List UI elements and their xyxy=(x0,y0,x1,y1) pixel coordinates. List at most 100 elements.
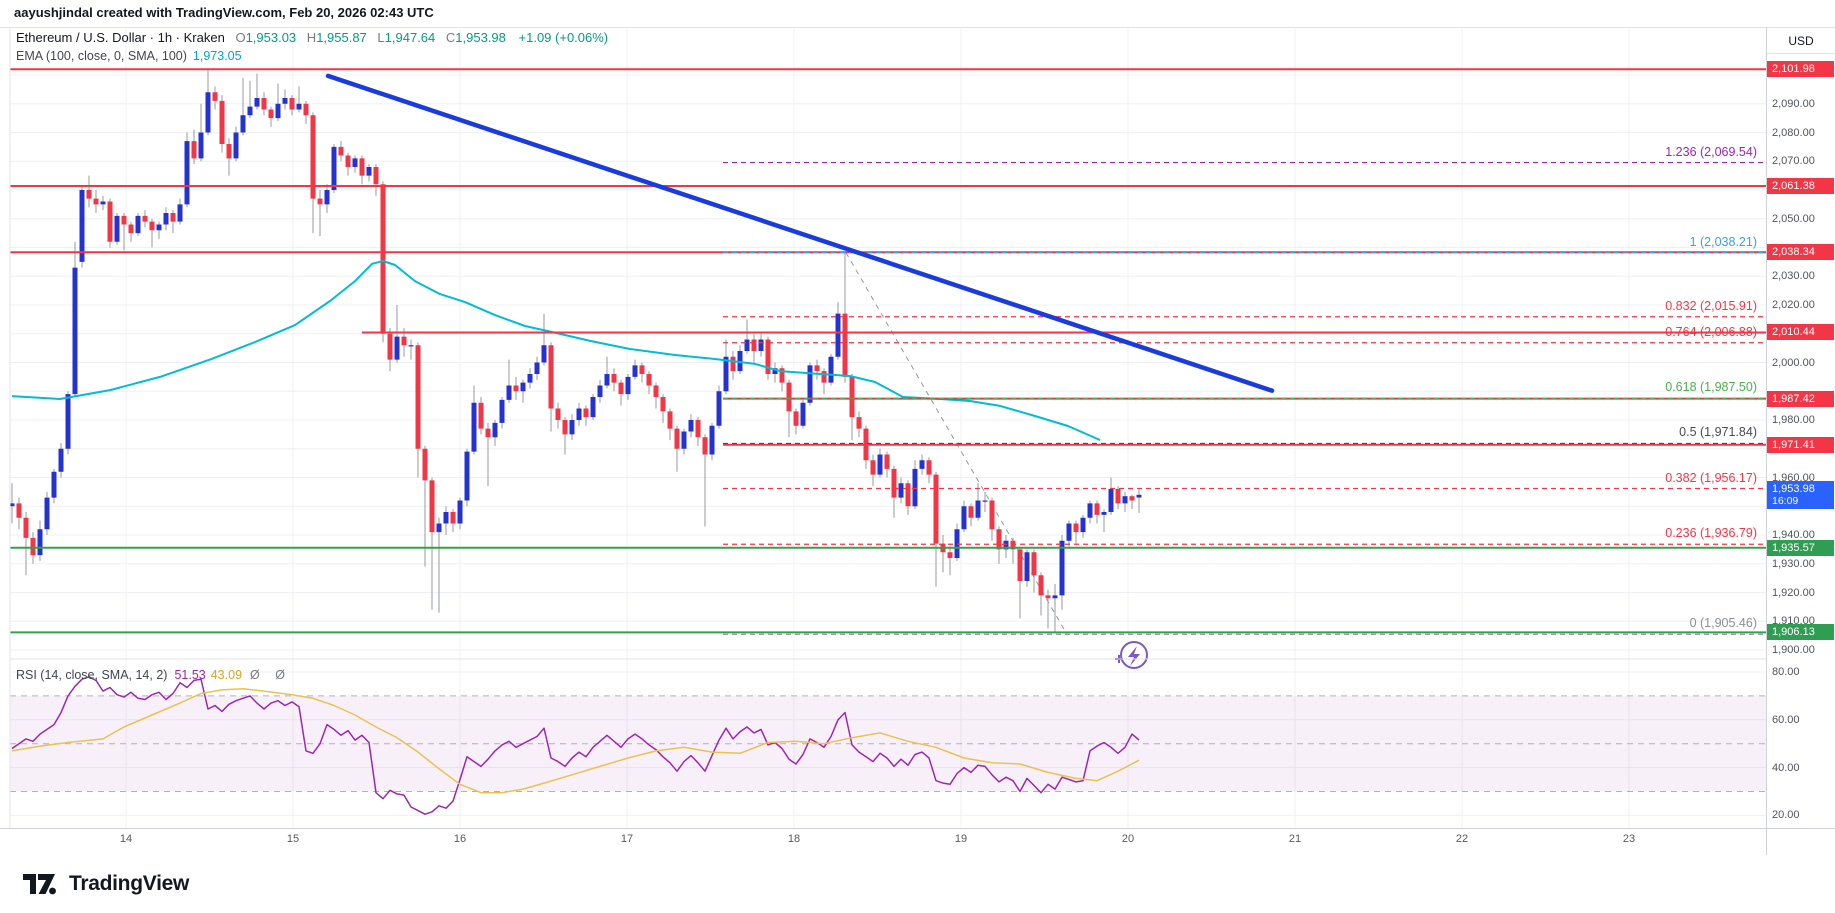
high-value: 1,955.87 xyxy=(316,30,367,45)
open-key: O xyxy=(235,30,246,45)
fib-level-label: 0.5 (1,971.84) xyxy=(1679,425,1757,440)
candle-down xyxy=(478,402,484,429)
price-tick-label: 1,960.00 xyxy=(1772,471,1815,484)
candle-up xyxy=(464,451,470,501)
candle-down xyxy=(268,109,274,119)
candle-up xyxy=(576,408,582,420)
candle-down xyxy=(226,144,232,159)
level-price-badge: 1,971.41 xyxy=(1767,436,1834,453)
candle-up xyxy=(177,204,183,222)
candle-up xyxy=(961,506,967,530)
rsi-value: 51.53 xyxy=(174,668,206,682)
rsi-band xyxy=(10,695,1766,792)
candle-up xyxy=(44,497,50,530)
rsi-ma-value: 43.09 xyxy=(210,668,243,682)
candle-down xyxy=(989,500,995,530)
candle-up xyxy=(233,132,239,159)
candle-down xyxy=(1017,549,1023,581)
price-tick-label: 2,090.00 xyxy=(1772,97,1815,110)
candle-down xyxy=(1031,552,1037,576)
fib-level-label: 1.236 (2,069.54) xyxy=(1665,144,1757,159)
candle-up xyxy=(282,98,288,104)
candle-up xyxy=(681,431,687,449)
candle-down xyxy=(345,155,351,167)
change-value: +1.09 (+0.06%) xyxy=(518,30,609,45)
symbol-legend[interactable]: Ethereum / U.S. Dollar · 1h · Kraken O 1,… xyxy=(16,30,608,45)
candle-down xyxy=(338,146,344,156)
tradingview-logo[interactable]: TradingView xyxy=(22,870,189,898)
candle-down xyxy=(128,224,134,234)
time-axis[interactable] xyxy=(0,828,1835,855)
price-tick-label: 2,050.00 xyxy=(1772,212,1815,225)
candle-down xyxy=(996,529,1002,550)
candle-down xyxy=(429,480,435,533)
rsi-legend[interactable]: RSI (14, close, SMA, 14, 2) 51.53 43.09 Ø Ø xyxy=(16,668,291,682)
price-tick-label: 1,900.00 xyxy=(1772,644,1815,656)
candle-up xyxy=(604,374,610,386)
candle-down xyxy=(401,336,407,346)
close-value: 1,953.98 xyxy=(455,30,506,45)
candle-up xyxy=(828,356,834,383)
candle-up xyxy=(394,336,400,360)
candle-down xyxy=(660,397,666,412)
price-tick-label: 2,070.00 xyxy=(1772,155,1815,168)
candle-up xyxy=(100,201,106,205)
candle-down xyxy=(219,100,225,144)
candle-down xyxy=(667,411,673,429)
candle-up xyxy=(65,394,71,449)
candle-down xyxy=(415,345,421,449)
candle-up xyxy=(240,115,246,133)
candle-up xyxy=(1066,523,1072,541)
time-tick-label: 16 xyxy=(453,833,467,845)
rsi-ma-line xyxy=(11,687,1140,794)
candle-down xyxy=(93,198,99,205)
countdown-timer: 16:09 xyxy=(1772,494,1799,507)
candle-down xyxy=(212,92,218,101)
candle-up xyxy=(520,382,526,392)
candle-up xyxy=(632,365,638,377)
candle-down xyxy=(359,158,365,176)
candle-up xyxy=(912,468,918,507)
candle-up xyxy=(597,385,603,397)
fib-baseline-diagonal xyxy=(845,252,1068,635)
lightning-icon[interactable] xyxy=(1115,641,1148,669)
candle-up xyxy=(982,500,988,502)
candle-up xyxy=(114,215,120,242)
candle-up xyxy=(527,374,533,383)
high-key: H xyxy=(306,30,317,45)
price-tick-label: 1,980.00 xyxy=(1772,414,1815,426)
candle-down xyxy=(422,448,428,481)
candle-up xyxy=(625,376,631,395)
symbol-title[interactable]: Ethereum / U.S. Dollar · 1h · Kraken xyxy=(16,30,225,45)
candle-down xyxy=(947,552,953,558)
candle-down xyxy=(653,385,659,397)
candlestick-series xyxy=(9,69,1142,633)
tradingview-logo-text: TradingView xyxy=(69,872,190,895)
price-axis[interactable] xyxy=(1766,27,1835,855)
candle-down xyxy=(548,345,554,409)
candle-up xyxy=(534,362,540,374)
candle-up xyxy=(324,190,330,205)
candle-down xyxy=(1129,496,1135,501)
time-tick-label: 19 xyxy=(954,833,968,845)
candle-up xyxy=(72,267,78,395)
current-price-badge: 1,953.98 16:09 xyxy=(1767,480,1834,509)
ema-legend[interactable]: EMA (100, close, 0, SMA, 100) 1,973.05 xyxy=(16,49,242,63)
candle-up xyxy=(296,103,302,110)
candle-down xyxy=(1038,575,1044,596)
level-price-badge: 2,061.38 xyxy=(1767,178,1834,195)
candle-down xyxy=(779,368,785,383)
candle-up xyxy=(331,146,337,190)
descending-trendline xyxy=(325,73,1275,393)
rsi-hidden-band-icons: Ø Ø xyxy=(250,668,291,682)
currency-label[interactable]: USD xyxy=(1767,28,1835,54)
candle-down xyxy=(674,428,680,449)
level-price-badge: 1,935.57 xyxy=(1767,539,1834,556)
candle-up xyxy=(688,420,694,432)
candle-down xyxy=(513,385,519,392)
time-tick-label: 17 xyxy=(620,833,634,845)
candle-down xyxy=(905,483,911,507)
candle-down xyxy=(16,503,22,518)
price-tick-label: 1,930.00 xyxy=(1772,557,1815,570)
